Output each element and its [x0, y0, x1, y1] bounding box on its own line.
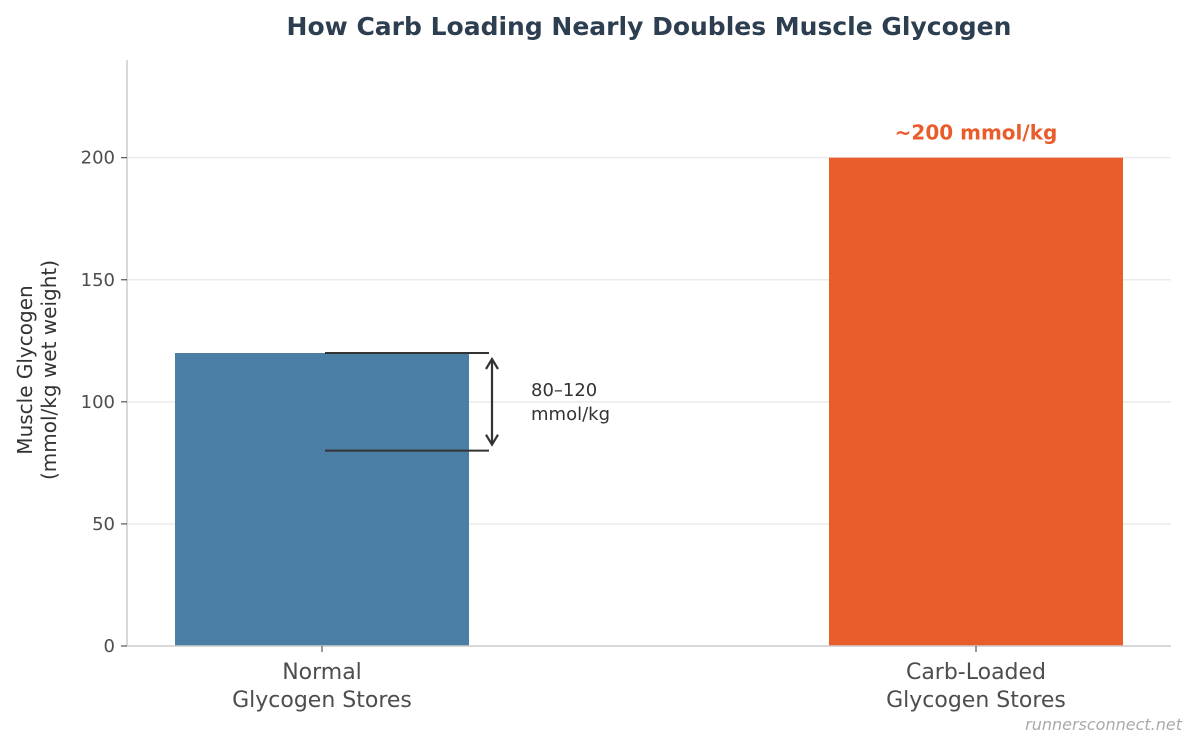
annotations: 80–120 mmol/kg ~200 mmol/kg: [325, 121, 1058, 452]
y-axis-label: Muscle Glycogen(mmol/kg wet weight): [13, 260, 61, 480]
y-tick-label: 150: [81, 270, 115, 291]
range-arrow-head-up: [485, 356, 499, 370]
watermark: runnersconnect.net: [1025, 715, 1183, 734]
bars: [175, 157, 1123, 646]
range-arrow-head-down: [485, 434, 499, 447]
bar: [829, 157, 1123, 646]
y-ticks: 0 50 100 150 200: [81, 148, 127, 657]
y-tick-label: 100: [81, 392, 115, 413]
y-tick-label: 200: [81, 148, 115, 169]
x-tick-label: Normal Glycogen Stores: [232, 660, 412, 713]
y-tick-label: 0: [104, 636, 115, 657]
bar: [175, 353, 469, 646]
x-ticks: Normal Glycogen Stores Carb-Loaded Glycogen…: [232, 646, 1066, 713]
range-annotation-text: 80–120 mmol/kg: [531, 380, 610, 425]
chart-title: How Carb Loading Nearly Doubles Muscle G…: [287, 12, 1012, 41]
y-tick-label: 50: [92, 514, 115, 535]
x-tick-label: Carb-Loaded Glycogen Stores: [886, 660, 1066, 713]
bar-value-label: ~200 mmol/kg: [895, 121, 1058, 145]
